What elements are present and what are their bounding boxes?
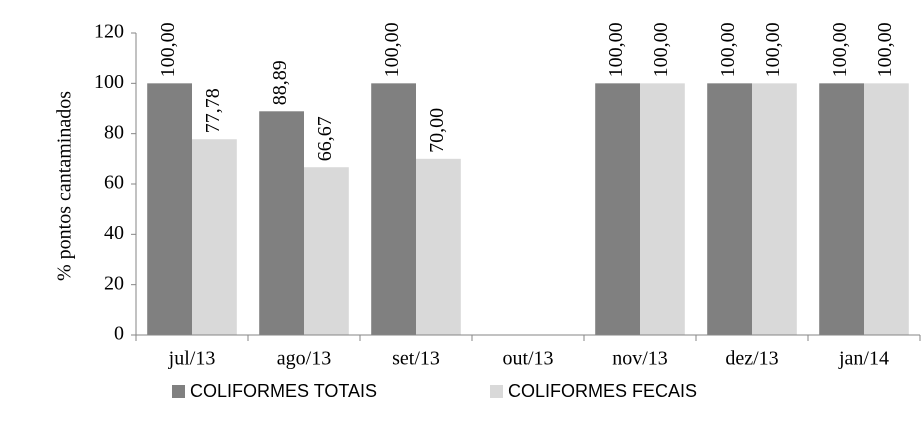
value-label: 100,00 — [717, 22, 739, 77]
legend-label: COLIFORMES FECAIS — [508, 381, 697, 401]
bar — [595, 83, 640, 335]
value-label: 100,00 — [829, 22, 851, 77]
x-tick-label: jul/13 — [168, 348, 216, 370]
value-label: 77,78 — [202, 88, 224, 133]
value-label: 100,00 — [762, 22, 784, 77]
y-tick-label: 100 — [94, 71, 124, 93]
y-axis-label: % pontos cantaminados — [54, 91, 76, 281]
x-tick-label: ago/13 — [277, 348, 331, 370]
bar — [371, 83, 416, 335]
value-label: 100,00 — [874, 22, 896, 77]
bar — [147, 83, 192, 335]
y-tick-label: 120 — [94, 21, 124, 43]
y-tick-label: 40 — [104, 222, 124, 244]
value-label: 66,67 — [314, 116, 336, 161]
bar — [819, 83, 864, 335]
bar — [752, 83, 797, 335]
bar — [416, 158, 461, 335]
legend-label: COLIFORMES TOTAIS — [190, 381, 377, 401]
y-tick-label: 60 — [104, 172, 124, 194]
value-label: 88,89 — [269, 60, 291, 105]
bar — [304, 167, 349, 335]
legend-swatch — [490, 385, 503, 398]
x-tick-label: jan/14 — [838, 348, 889, 370]
x-tick-label: dez/13 — [725, 348, 778, 370]
bar — [259, 111, 304, 335]
value-label: 100,00 — [157, 22, 179, 77]
value-label: 100,00 — [605, 22, 627, 77]
bar — [192, 139, 237, 335]
value-label: 100,00 — [381, 22, 403, 77]
value-label: 70,00 — [426, 108, 448, 153]
bar — [640, 83, 685, 335]
y-tick-label: 0 — [114, 323, 124, 345]
y-tick-label: 80 — [104, 121, 124, 143]
x-tick-label: nov/13 — [612, 348, 668, 370]
x-tick-label: out/13 — [502, 348, 553, 370]
legend-swatch — [172, 385, 185, 398]
value-label: 100,00 — [650, 22, 672, 77]
y-tick-label: 20 — [104, 272, 124, 294]
bar — [707, 83, 752, 335]
x-tick-label: set/13 — [392, 348, 440, 370]
bar — [864, 83, 909, 335]
